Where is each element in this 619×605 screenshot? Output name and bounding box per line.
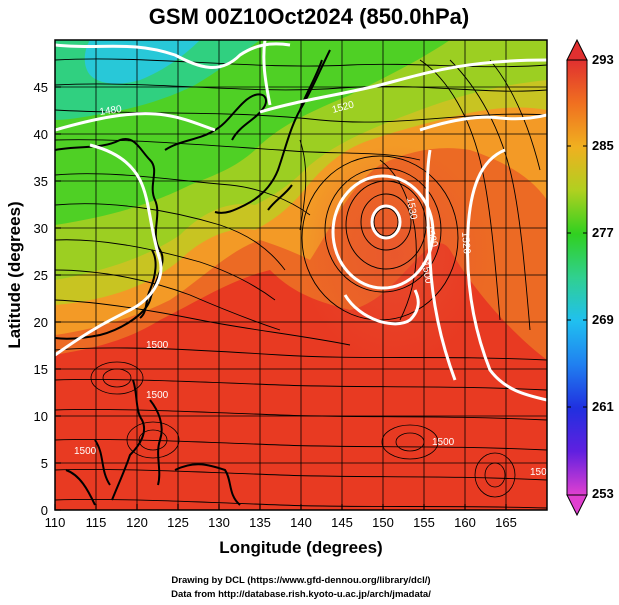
colorbar-tick-label: 293 [592, 52, 614, 67]
plot-area [55, 40, 547, 510]
y-tick-label: 25 [34, 268, 48, 283]
contour-label: 1500 [432, 437, 455, 448]
y-tick-label: 40 [34, 127, 48, 142]
colorbar-bottom-triangle [566, 494, 588, 517]
contour-label: 1500 [146, 340, 169, 351]
x-tick-label: 160 [454, 515, 476, 530]
colorbar-top-triangle [566, 38, 588, 61]
x-tick-label: 155 [413, 515, 435, 530]
colorbar-tick-label: 261 [592, 399, 614, 414]
y-tick-labels: 0 5 10 15 20 25 30 35 40 45 [34, 80, 48, 518]
colorbar: 293 285 277 269 261 253 [566, 38, 614, 517]
streamlines [55, 58, 547, 509]
y-tick-label: 30 [34, 221, 48, 236]
x-tick-label: 165 [495, 515, 517, 530]
x-tick-label: 130 [208, 515, 230, 530]
contour-label: 1480 [99, 104, 123, 118]
x-tick-label: 145 [331, 515, 353, 530]
colorbar-tick-label: 285 [592, 138, 614, 153]
colorbar-tick-label: 277 [592, 225, 614, 240]
contour-labels: 1480 1520 1530 1520 1500 1520 1500 1500 … [74, 99, 553, 478]
y-tick-label: 45 [34, 80, 48, 95]
chart-title: GSM 00Z10Oct2024 (850.0hPa) [149, 4, 469, 29]
contour-label: 1500 [530, 467, 553, 478]
contour-label: 1500 [419, 261, 434, 285]
y-tick-label: 5 [41, 456, 48, 471]
y-axis-label: Latitude (degrees) [5, 201, 24, 348]
x-tick-label: 140 [290, 515, 312, 530]
x-tick-label: 150 [372, 515, 394, 530]
contour-label: 1500 [146, 390, 169, 401]
warm-core [300, 145, 490, 365]
contours [55, 40, 547, 402]
credit-drawing: Drawing by DCL (https://www.gfd-dennou.o… [171, 575, 430, 586]
x-tick-marks [54, 504, 507, 510]
eddies [90, 361, 516, 498]
x-axis-label: Longitude (degrees) [219, 538, 382, 557]
x-tick-label: 120 [126, 515, 148, 530]
x-tick-label: 110 [45, 515, 66, 530]
y-tick-label: 35 [34, 174, 48, 189]
temperature-band-cyan [84, 40, 200, 84]
credit-data: Data from http://database.rish.kyoto-u.a… [171, 589, 431, 600]
x-tick-labels: 110 115 120 125 130 135 140 145 150 155 … [45, 515, 517, 530]
colorbar-tick-label: 269 [592, 312, 614, 327]
x-tick-label: 135 [249, 515, 271, 530]
y-tick-label: 0 [41, 503, 48, 518]
colorbar-tick-label: 253 [592, 486, 614, 501]
colorbar-gradient [566, 59, 588, 496]
x-tick-label: 125 [167, 515, 189, 530]
contour-label: 1520 [459, 231, 472, 255]
contour-label: 1500 [74, 446, 97, 457]
contour-label: 1530 [404, 197, 419, 221]
x-tick-label: 115 [86, 515, 107, 530]
y-tick-label: 20 [34, 315, 48, 330]
y-tick-label: 10 [34, 409, 48, 424]
y-tick-marks [55, 86, 61, 511]
y-tick-label: 15 [34, 362, 48, 377]
